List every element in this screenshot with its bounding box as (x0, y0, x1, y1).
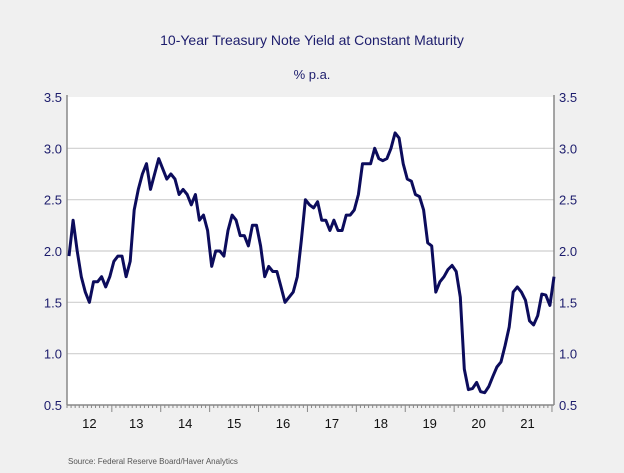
y-tick-label-left: 0.5 (44, 398, 62, 413)
x-tick-label: 17 (325, 416, 339, 431)
y-tick-label-left: 1.0 (44, 347, 62, 362)
x-tick-label: 19 (422, 416, 436, 431)
y-tick-label-left: 3.0 (44, 141, 62, 156)
series-line (67, 131, 556, 395)
y-tick-label-left: 2.5 (44, 193, 62, 208)
y-tick-label-right: 1.0 (559, 347, 577, 362)
x-tick-label: 12 (82, 416, 96, 431)
x-tick-label: 15 (227, 416, 241, 431)
source-note: Source: Federal Reserve Board/Haver Anal… (68, 457, 238, 466)
x-tick-label: 13 (129, 416, 143, 431)
x-tick-label: 16 (276, 416, 290, 431)
y-tick-label-right: 3.5 (559, 90, 577, 105)
x-tick-label: 18 (374, 416, 388, 431)
y-tick-label-right: 0.5 (559, 398, 577, 413)
x-tick-label: 21 (520, 416, 534, 431)
y-tick-label-left: 2.0 (44, 244, 62, 259)
x-tick-label: 20 (471, 416, 485, 431)
y-tick-label-left: 1.5 (44, 295, 62, 310)
y-tick-label-left: 3.5 (44, 90, 62, 105)
chart-title: 10-Year Treasury Note Yield at Constant … (160, 32, 464, 48)
y-tick-label-right: 2.0 (559, 244, 577, 259)
y-tick-label-right: 3.0 (559, 141, 577, 156)
chart-subtitle: % p.a. (294, 67, 331, 82)
y-tick-label-right: 1.5 (559, 295, 577, 310)
y-tick-label-right: 2.5 (559, 193, 577, 208)
x-tick-label: 14 (178, 416, 192, 431)
